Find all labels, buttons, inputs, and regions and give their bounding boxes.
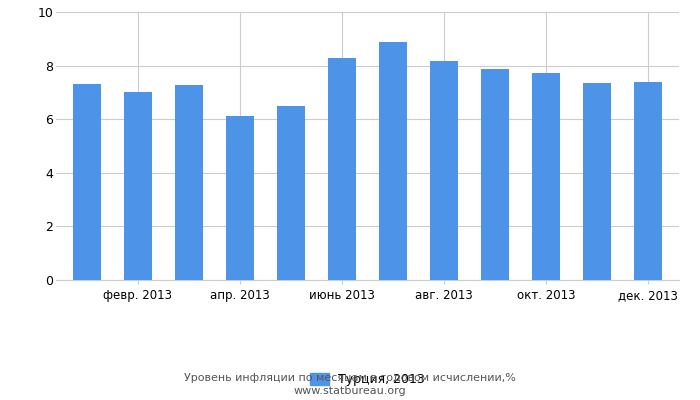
- Bar: [583, 83, 611, 280]
- Bar: [277, 106, 305, 280]
- Bar: [175, 85, 203, 280]
- Text: www.statbureau.org: www.statbureau.org: [294, 386, 406, 396]
- Bar: [379, 42, 407, 280]
- Legend: Турция, 2013: Турция, 2013: [309, 373, 426, 386]
- Bar: [328, 58, 356, 280]
- Bar: [634, 82, 662, 280]
- Bar: [124, 92, 152, 280]
- Bar: [226, 116, 254, 280]
- Bar: [481, 68, 509, 280]
- Text: Уровень инфляции по месяцам в годовом исчислении,%: Уровень инфляции по месяцам в годовом ис…: [184, 373, 516, 383]
- Bar: [73, 84, 101, 280]
- Bar: [532, 73, 560, 280]
- Bar: [430, 61, 458, 280]
